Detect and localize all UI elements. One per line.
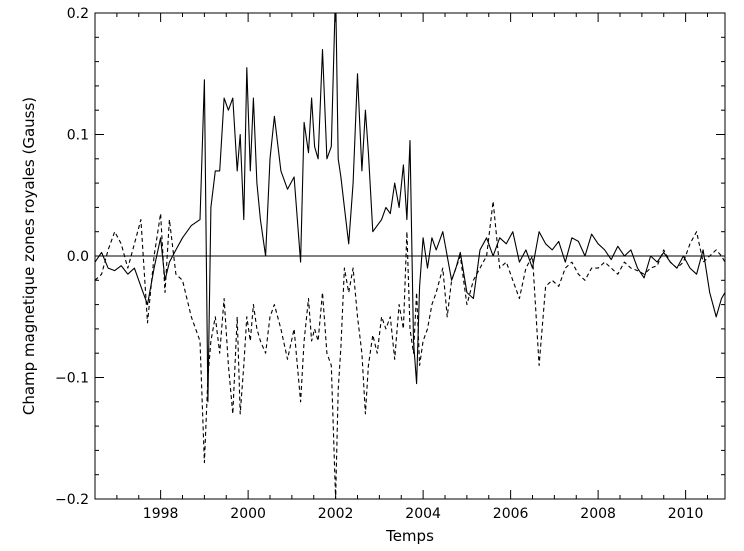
x-tick-label: 2008 (580, 506, 616, 522)
y-tick-label: 0.1 (67, 128, 89, 144)
x-axis-label: Temps (385, 527, 434, 545)
y-tick-label: −0.1 (55, 371, 89, 387)
solid-series-line (95, 13, 725, 403)
x-tick-label: 2000 (230, 506, 266, 522)
axis-ticks (95, 12, 725, 500)
dashed-series-line (95, 200, 725, 499)
y-tick-label: 0.2 (67, 6, 89, 22)
y-tick-label: −0.2 (55, 492, 89, 508)
x-tick-label: 1998 (143, 506, 179, 522)
series-layer (95, 13, 725, 499)
y-tick-labels: −0.2 −0.1 0.0 0.1 0.2 (55, 6, 89, 508)
x-tick-label: 2004 (405, 506, 441, 522)
x-tick-label: 2006 (493, 506, 529, 522)
x-tick-label: 2010 (668, 506, 704, 522)
y-axis-label: Champ magnetique zones royales (Gauss) (20, 97, 38, 415)
x-tick-label: 2002 (318, 506, 354, 522)
y-tick-label: 0.0 (67, 249, 89, 265)
x-tick-labels: 1998 2000 2002 2004 2006 2008 2010 (143, 506, 704, 522)
